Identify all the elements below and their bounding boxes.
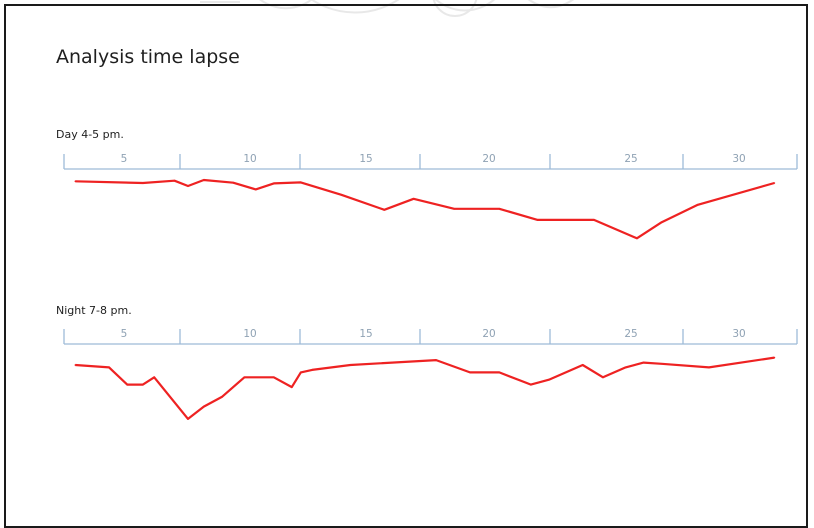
data-point — [142, 182, 144, 184]
data-point — [536, 219, 539, 221]
data-point — [74, 364, 77, 366]
data-point — [435, 359, 437, 361]
tick-label: 10 — [243, 153, 256, 165]
data-point — [340, 194, 343, 196]
series-line-0 — [75, 178, 775, 240]
tick-label: 5 — [121, 153, 128, 165]
data-point — [498, 208, 501, 210]
data-point — [412, 198, 415, 200]
data-point — [453, 208, 456, 210]
data-point — [254, 188, 257, 191]
data-point — [469, 371, 471, 374]
data-point — [593, 219, 595, 221]
data-point — [697, 204, 699, 206]
data-point — [773, 356, 776, 359]
data-point — [153, 376, 155, 379]
data-point — [187, 418, 189, 420]
data-point — [498, 371, 501, 374]
tick-label: 15 — [359, 153, 372, 165]
data-point — [126, 383, 128, 386]
data-point — [636, 237, 638, 240]
data-point — [108, 366, 110, 369]
data-point — [311, 369, 313, 371]
data-point — [221, 396, 223, 398]
tick-label: 30 — [732, 328, 745, 340]
tick-label: 20 — [482, 153, 495, 165]
data-point — [74, 180, 77, 183]
data-point — [383, 209, 386, 211]
data-point — [624, 366, 627, 369]
data-point — [660, 221, 663, 223]
data-point — [581, 364, 584, 366]
data-point — [273, 182, 275, 185]
data-point — [349, 364, 352, 366]
data-point — [203, 179, 205, 181]
data-point — [142, 383, 144, 386]
panel-label-night: Night 7-8 pm. — [56, 304, 132, 317]
tick-label: 25 — [624, 153, 637, 165]
tick-label: 5 — [121, 328, 128, 340]
tick-label: 10 — [243, 328, 256, 340]
data-point — [773, 182, 776, 184]
data-point — [203, 405, 205, 408]
data-point — [708, 366, 710, 369]
data-point — [660, 363, 663, 365]
data-point — [243, 376, 246, 379]
data-point — [291, 386, 293, 388]
data-point — [602, 376, 604, 379]
tick-label: 20 — [482, 328, 495, 340]
data-point — [548, 378, 550, 381]
tick-label: 30 — [732, 153, 745, 165]
series-line-1 — [75, 356, 775, 420]
data-point — [300, 371, 302, 374]
data-point — [173, 179, 176, 182]
data-point — [300, 181, 302, 184]
data-point — [642, 361, 645, 364]
tick-label: 25 — [624, 328, 637, 340]
chart-title: Analysis time lapse — [56, 46, 240, 68]
tick-label: 15 — [359, 328, 372, 340]
panel-label-day: Day 4-5 pm. — [56, 128, 124, 141]
data-point — [530, 383, 532, 386]
data-point — [232, 181, 234, 184]
data-point — [187, 185, 189, 187]
data-point — [273, 376, 275, 379]
